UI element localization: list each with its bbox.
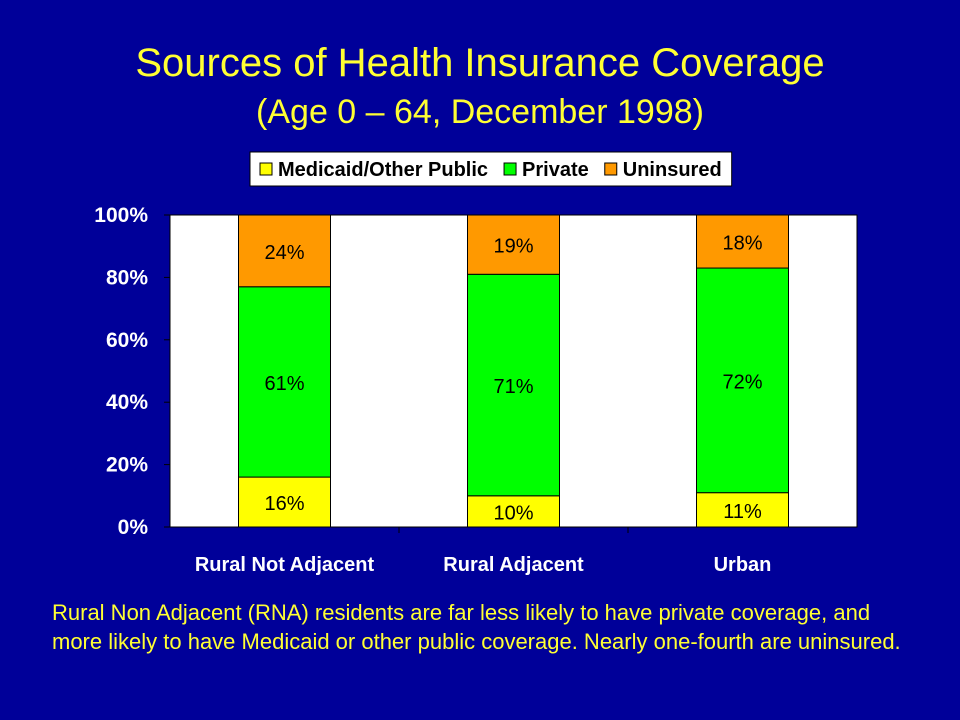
bar-segment — [467, 495, 560, 528]
bar-data-label: 72% — [722, 371, 762, 393]
legend — [249, 151, 733, 187]
x-category-label: Rural Adjacent — [443, 554, 584, 576]
y-tick-label: 100% — [94, 204, 148, 227]
x-category-label: Rural Not Adjacent — [195, 554, 375, 576]
bar-data-label: 18% — [722, 233, 762, 255]
bar-segment — [696, 214, 789, 269]
legend-label: Uninsured — [623, 159, 722, 181]
bar-segment — [696, 492, 789, 528]
y-tick-label: 40% — [106, 391, 148, 414]
y-tick-label: 60% — [106, 329, 148, 352]
y-tick-label: 80% — [106, 266, 148, 289]
legend-swatch — [604, 162, 618, 176]
y-tick-label: 20% — [106, 454, 148, 477]
bar-data-label: 10% — [493, 502, 533, 524]
bar-segment — [696, 267, 789, 494]
x-category-label: Urban — [714, 554, 772, 576]
bar-data-label: 16% — [264, 493, 304, 515]
legend-swatch — [259, 162, 273, 176]
bar-data-label: 61% — [264, 373, 304, 395]
slide-title: Sources of Health Insurance Coverage — [135, 41, 825, 85]
legend-swatch — [503, 162, 517, 176]
slide-caption: Rural Non Adjacent (RNA) residents are f… — [52, 600, 901, 654]
bar-data-label: 11% — [723, 501, 762, 523]
y-tick-label: 0% — [118, 516, 149, 539]
bar-segment — [238, 476, 331, 528]
bar-data-label: 71% — [493, 376, 533, 398]
bar-data-label: 19% — [493, 236, 533, 258]
bar-segment — [467, 214, 560, 275]
bar-segment — [238, 286, 331, 478]
legend-label: Medicaid/Other Public — [278, 159, 488, 181]
slide-subtitle: (Age 0 – 64, December 1998) — [256, 93, 704, 131]
bar-segment — [467, 273, 560, 497]
bar-segment — [238, 214, 331, 288]
stacked-bar-chart: 0% 20% 40% 60% 80% 100% 16% 61% 24% Rural Not Adj… — [94, 151, 858, 576]
bar-data-label: 24% — [264, 242, 304, 264]
legend-label: Private — [522, 159, 589, 181]
